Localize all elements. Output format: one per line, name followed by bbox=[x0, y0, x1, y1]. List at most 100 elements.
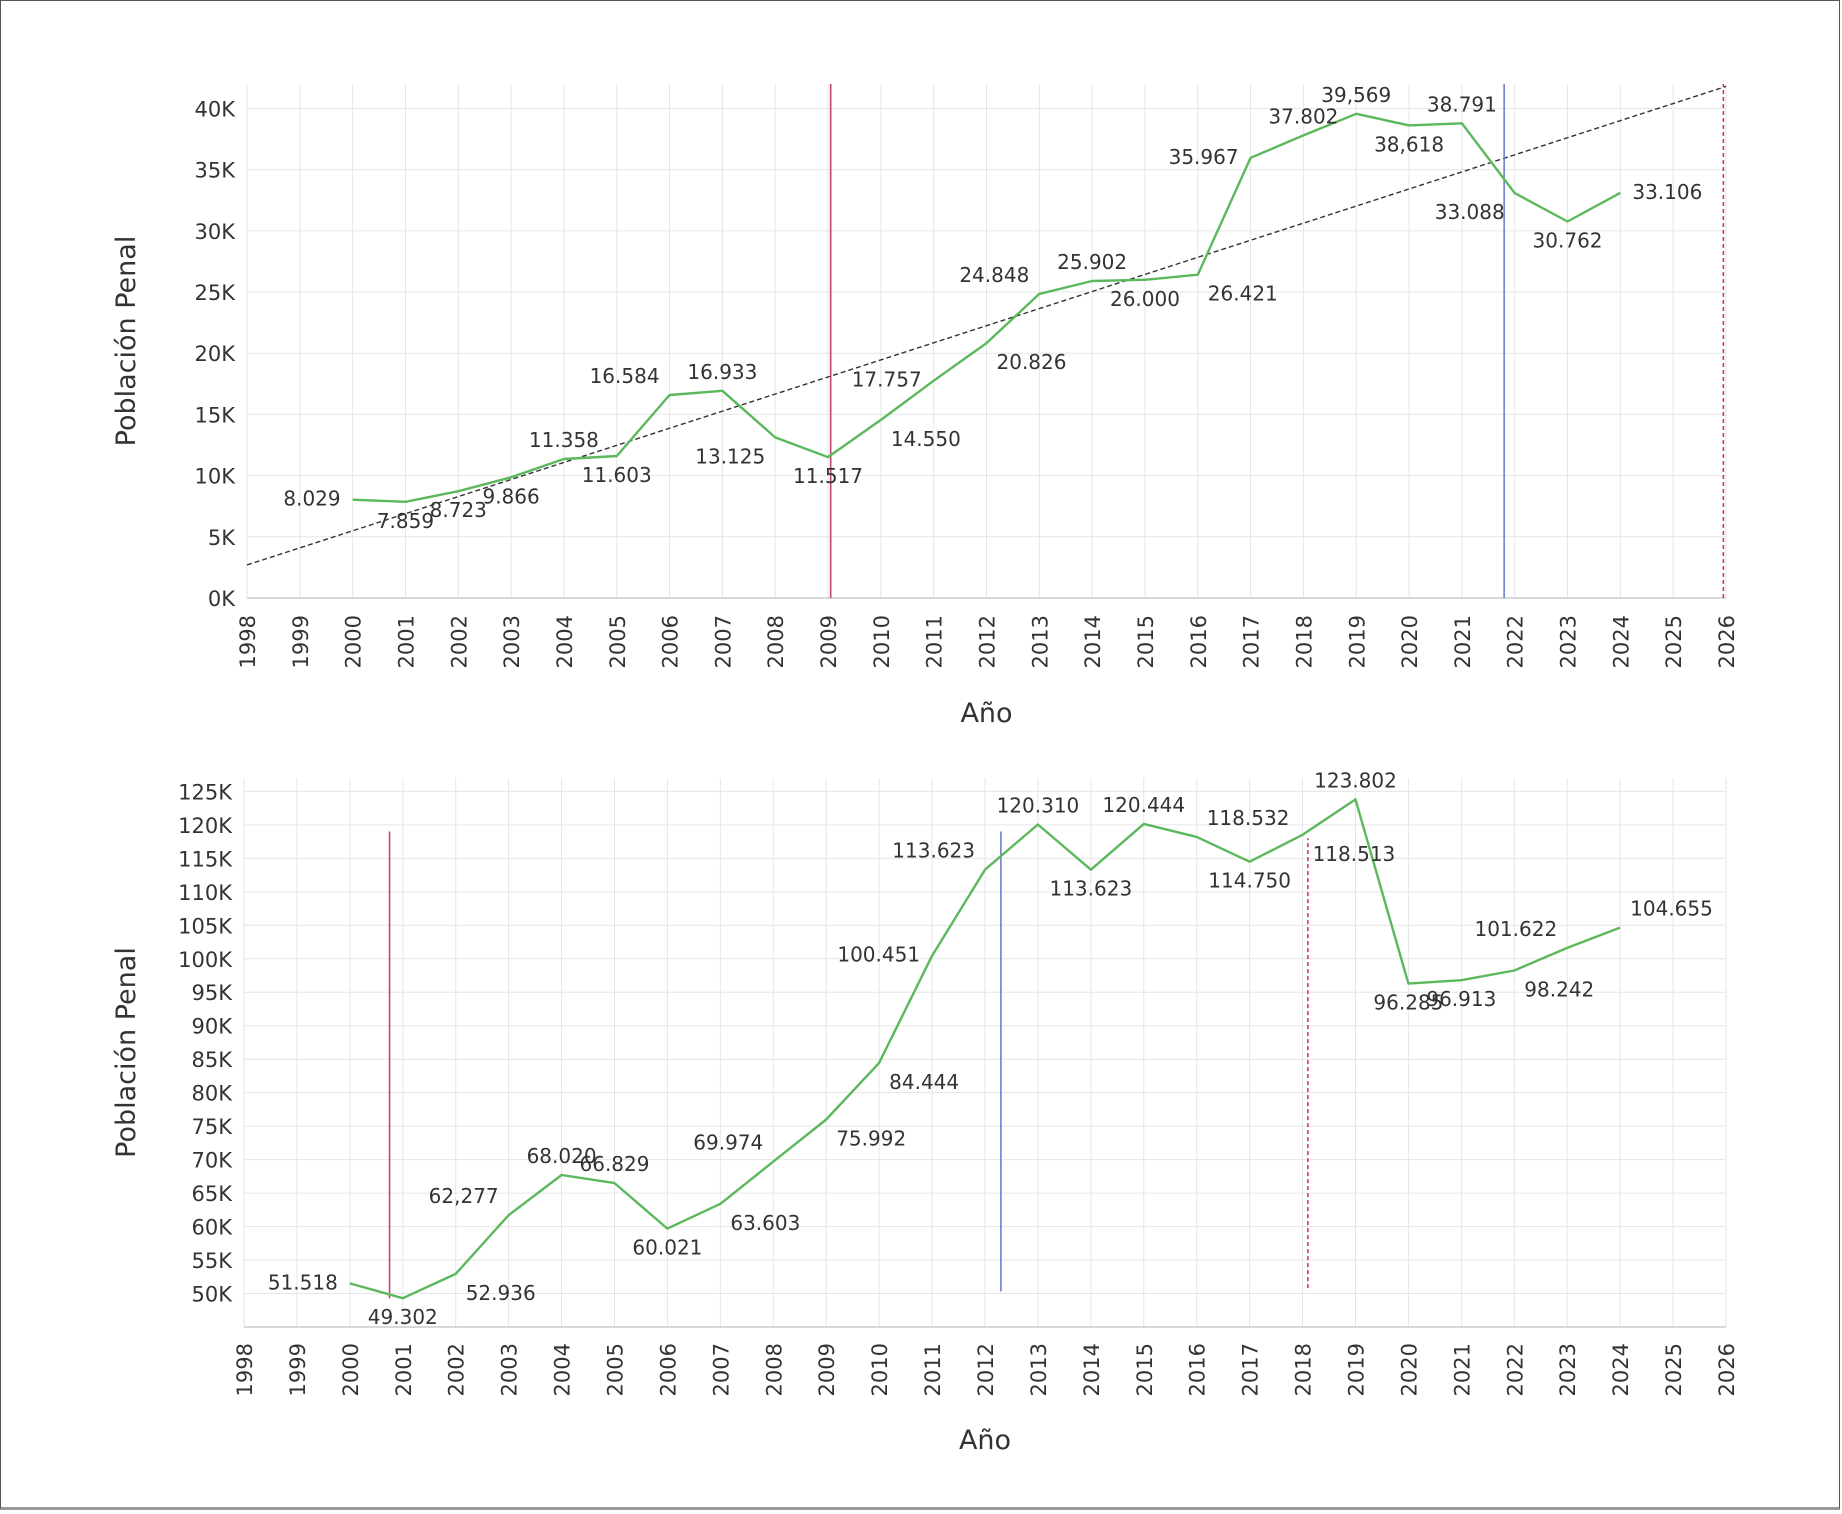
y-axis-title: Población Penal bbox=[111, 236, 142, 447]
data-label: 113.623 bbox=[892, 839, 975, 863]
x-tick-label: 2018 bbox=[1292, 1343, 1316, 1396]
data-label: 33.088 bbox=[1435, 200, 1505, 224]
data-label: 20.826 bbox=[997, 350, 1067, 374]
y-tick-label: 15K bbox=[195, 403, 237, 427]
x-tick-label: 2001 bbox=[394, 615, 418, 668]
x-tick-label: 2024 bbox=[1609, 1343, 1633, 1396]
x-tick-label: 2026 bbox=[1715, 1343, 1739, 1396]
x-tick-label: 2012 bbox=[974, 1343, 998, 1396]
data-label: 11.603 bbox=[582, 463, 652, 487]
x-tick-label: 2020 bbox=[1398, 615, 1422, 668]
x-tick-label: 2023 bbox=[1556, 1343, 1580, 1396]
y-tick-label: 40K bbox=[195, 97, 237, 121]
x-tick-label: 2009 bbox=[815, 1343, 839, 1396]
x-tick-label: 2011 bbox=[923, 615, 947, 668]
data-label: 33.106 bbox=[1632, 180, 1702, 204]
data-label: 17.757 bbox=[852, 368, 922, 392]
x-tick-label: 2025 bbox=[1662, 1343, 1686, 1396]
data-label: 114.750 bbox=[1208, 869, 1291, 893]
x-tick-label: 2013 bbox=[1027, 1343, 1051, 1396]
data-label: 38,618 bbox=[1374, 132, 1444, 156]
data-label: 9.866 bbox=[482, 484, 539, 508]
data-label: 98.242 bbox=[1524, 978, 1594, 1002]
y-tick-label: 0K bbox=[208, 587, 236, 611]
x-tick-label: 2007 bbox=[711, 615, 735, 668]
x-tick-label: 2003 bbox=[500, 615, 524, 668]
x-tick-label: 2021 bbox=[1450, 1343, 1474, 1396]
x-tick-label: 2003 bbox=[498, 1343, 522, 1396]
data-label: 63.603 bbox=[730, 1211, 800, 1235]
x-tick-label: 1999 bbox=[289, 615, 313, 668]
data-label: 60.021 bbox=[632, 1236, 702, 1260]
data-label: 123.802 bbox=[1314, 768, 1397, 792]
data-label: 101.622 bbox=[1474, 917, 1557, 941]
x-tick-label: 2022 bbox=[1503, 1343, 1527, 1396]
y-tick-label: 10K bbox=[195, 465, 237, 489]
x-tick-label: 2008 bbox=[764, 615, 788, 668]
y-tick-label: 80K bbox=[192, 1082, 234, 1106]
data-label: 66.829 bbox=[580, 1152, 650, 1176]
y-tick-label: 35K bbox=[195, 159, 237, 183]
series-line bbox=[349, 798, 1621, 1300]
x-tick-label: 2015 bbox=[1133, 1343, 1157, 1396]
data-label: 120.310 bbox=[997, 794, 1080, 818]
x-tick-label: 2026 bbox=[1715, 615, 1739, 668]
y-tick-label: 60K bbox=[192, 1216, 234, 1240]
data-label: 69.974 bbox=[693, 1131, 763, 1155]
x-tick-label: 2013 bbox=[1028, 615, 1052, 668]
y-tick-label: 100K bbox=[178, 948, 233, 972]
data-label: 24.848 bbox=[959, 263, 1029, 287]
data-label: 68.020 bbox=[527, 1144, 597, 1168]
data-label: 113.623 bbox=[1049, 877, 1132, 901]
x-tick-label: 2002 bbox=[447, 615, 471, 668]
y-tick-label: 120K bbox=[178, 814, 233, 838]
y-tick-label: 25K bbox=[195, 281, 237, 305]
x-tick-label: 2005 bbox=[606, 615, 630, 668]
y-axis-title: Población Penal bbox=[111, 947, 142, 1158]
x-tick-label: 1999 bbox=[286, 1343, 310, 1396]
x-tick-label: 2016 bbox=[1186, 1343, 1210, 1396]
data-label: 16.933 bbox=[687, 360, 757, 384]
data-label: 100.451 bbox=[837, 943, 920, 967]
data-label: 62,277 bbox=[429, 1184, 499, 1208]
data-label: 8.723 bbox=[430, 498, 487, 522]
x-tick-label: 2006 bbox=[656, 1343, 680, 1396]
data-label: 49.302 bbox=[368, 1305, 438, 1329]
x-tick-label: 2005 bbox=[604, 1343, 628, 1396]
x-tick-label: 2010 bbox=[870, 615, 894, 668]
data-label: 14.550 bbox=[891, 427, 961, 451]
data-label: 38.791 bbox=[1427, 92, 1497, 116]
data-label: 16.584 bbox=[590, 364, 660, 388]
x-tick-label: 2023 bbox=[1557, 615, 1581, 668]
data-label: 39,569 bbox=[1321, 83, 1391, 107]
data-label: 37.802 bbox=[1268, 104, 1338, 128]
y-tick-label: 55K bbox=[192, 1249, 234, 1273]
x-tick-label: 2004 bbox=[551, 1343, 575, 1396]
data-label: 35.967 bbox=[1169, 145, 1239, 169]
x-tick-label: 2025 bbox=[1662, 615, 1686, 668]
data-label: 11.358 bbox=[529, 428, 599, 452]
trendline bbox=[246, 85, 1727, 566]
x-tick-label: 2012 bbox=[976, 615, 1000, 668]
data-label: 51.518 bbox=[268, 1270, 338, 1294]
data-label: 84.444 bbox=[889, 1070, 959, 1094]
data-label: 13.125 bbox=[695, 444, 765, 468]
y-tick-label: 75K bbox=[192, 1115, 234, 1139]
data-label: 96.913 bbox=[1426, 987, 1496, 1011]
y-tick-label: 95K bbox=[192, 981, 234, 1005]
x-tick-label: 2001 bbox=[392, 1343, 416, 1396]
y-tick-label: 5K bbox=[208, 526, 236, 550]
y-tick-label: 50K bbox=[192, 1283, 234, 1307]
x-tick-label: 2002 bbox=[445, 1343, 469, 1396]
x-tick-label: 2004 bbox=[553, 615, 577, 668]
y-tick-label: 125K bbox=[178, 780, 233, 804]
data-label: 25.902 bbox=[1057, 250, 1127, 274]
x-tick-label: 2017 bbox=[1240, 615, 1264, 668]
y-tick-label: 65K bbox=[192, 1182, 234, 1206]
x-tick-label: 2019 bbox=[1345, 615, 1369, 668]
data-label: 118.513 bbox=[1313, 842, 1396, 866]
x-tick-label: 2020 bbox=[1397, 1343, 1421, 1396]
data-label: 52.936 bbox=[466, 1281, 536, 1305]
